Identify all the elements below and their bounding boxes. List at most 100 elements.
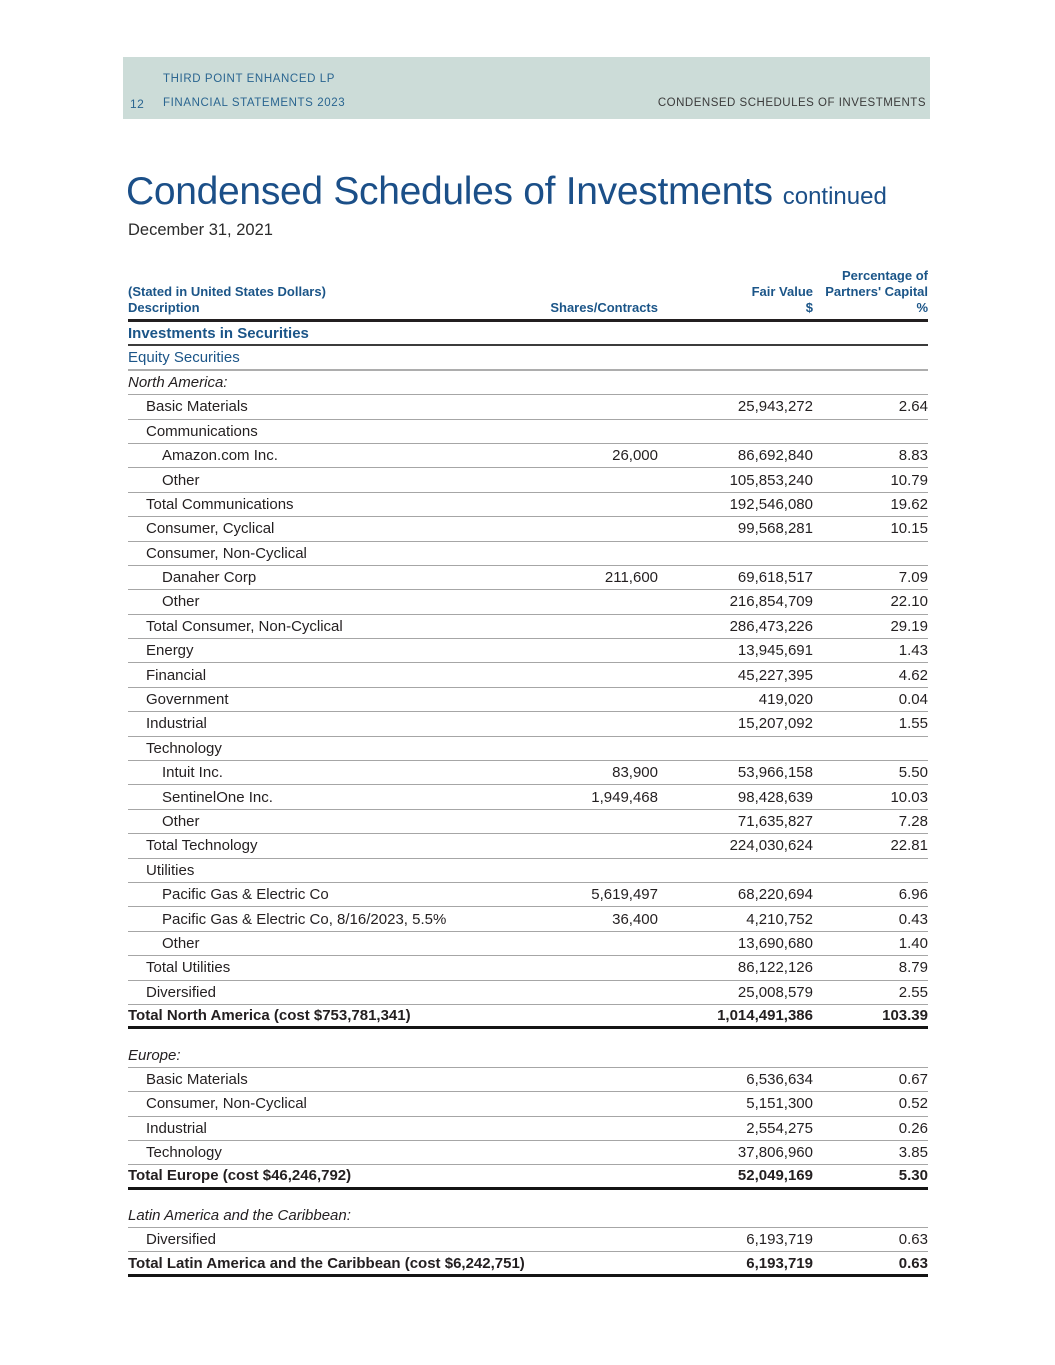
row-label: Total Consumer, Non-Cyclical (146, 617, 343, 635)
row-shares-value: 1,949,468 (591, 788, 658, 806)
row-label: Basic Materials (146, 1070, 248, 1088)
row-fair-value: 13,945,691 (737, 642, 813, 660)
row-fair-value: 5,151,300 (746, 1095, 813, 1113)
row-fair-value: 25,008,579 (737, 983, 813, 1001)
row-percent-value: 10.79 (890, 471, 928, 489)
row-fair-value: 52,049,169 (737, 1167, 813, 1185)
row-fair-value: 216,854,709 (729, 593, 813, 611)
row-percent-value: 6.96 (898, 886, 928, 904)
row-fair-value: 68,220,694 (737, 886, 813, 904)
row-shares-value: 5,619,497 (591, 886, 658, 904)
row-fair-value: 69,618,517 (737, 569, 813, 587)
table-row: Investments in Securities (128, 322, 928, 347)
page-title-suffix: continued (782, 183, 887, 210)
row-percent-value: 0.43 (898, 910, 928, 928)
description-label: Description (128, 300, 200, 315)
table-row: Other 13,690,680 1.40 (128, 932, 928, 957)
table-row: Other 216,854,709 22.10 (128, 590, 928, 615)
brand-line-entity: THIRD POINT ENHANCED LP (163, 73, 336, 85)
row-label: Communications (146, 422, 258, 440)
page-title: Condensed Schedules of Investments (126, 170, 773, 213)
row-fair-value: 6,536,634 (746, 1070, 813, 1088)
table-row: Total Technology 224,030,624 22.81 (128, 834, 928, 859)
row-fair-value: 13,690,680 (737, 934, 813, 952)
row-label: Europe: (128, 1046, 181, 1064)
row-percent-value: 8.83 (898, 447, 928, 465)
row-percent-value: 22.81 (890, 837, 928, 855)
table-row: Pacific Gas & Electric Co, 8/16/2023, 5.… (128, 907, 928, 932)
page-date: December 31, 2021 (128, 221, 273, 239)
row-label: Total Communications (146, 495, 294, 513)
row-label: Technology (146, 1144, 222, 1162)
table-row: Pacific Gas & Electric Co 5,619,497 68,220… (128, 883, 928, 908)
row-fair-value: 86,692,840 (737, 447, 813, 465)
row-fair-value: 419,020 (758, 691, 813, 709)
row-fair-value: 224,030,624 (729, 837, 813, 855)
row-label: Other (162, 593, 200, 611)
row-percent-value: 7.28 (898, 813, 928, 830)
table-row: Other 105,853,240 10.79 (128, 468, 928, 493)
row-fair-value: 192,546,080 (729, 495, 813, 513)
stated-in-usd-label: (Stated in United States Dollars) (128, 284, 326, 299)
table-row: Danaher Corp 211,600 69,618,517 7.09 (128, 566, 928, 591)
table-row: Communications (128, 420, 928, 444)
row-label: Total Europe (cost $46,246,792) (128, 1167, 352, 1185)
table-body: Investments in Securities Equity Securiti… (128, 322, 928, 1277)
row-label: Other (162, 813, 200, 830)
row-label: Government (146, 691, 229, 709)
row-label: Energy (146, 642, 194, 660)
row-fair-value: 6,193,719 (746, 1254, 813, 1272)
row-fair-value: 4,210,752 (746, 910, 813, 928)
table-row: SentinelOne Inc. 1,949,468 98,428,639 10.03 (128, 785, 928, 810)
page-number: 12 (130, 97, 145, 111)
row-fair-value: 105,853,240 (729, 471, 813, 489)
table-row: Total Consumer, Non-Cyclical 286,473,226 2… (128, 615, 928, 640)
table-row: Amazon.com Inc. 26,000 86,692,840 8.83 (128, 444, 928, 469)
table-row: Equity Securities (128, 346, 928, 371)
table-row: Europe: (128, 1043, 928, 1068)
row-label: SentinelOne Inc. (162, 788, 273, 806)
row-fair-value: 86,122,126 (737, 959, 813, 977)
row-fair-value: 1,014,491,386 (717, 1007, 813, 1025)
row-percent-value: 0.63 (898, 1231, 928, 1249)
row-label: Basic Materials (146, 398, 248, 416)
row-percent-value: 1.40 (898, 934, 928, 952)
table-row: Financial 45,227,395 4.62 (128, 663, 928, 688)
row-label: Danaher Corp (162, 569, 257, 587)
table-row: Consumer, Non-Cyclical 5,151,300 0.52 (128, 1092, 928, 1117)
row-label: Technology (146, 739, 222, 757)
row-percent-value: 0.52 (898, 1095, 928, 1113)
col-header-description: (Stated in United States Dollars) Descri… (128, 284, 528, 316)
table-row: Total Utilities 86,122,126 8.79 (128, 956, 928, 981)
row-label: Consumer, Non-Cyclical (146, 1095, 307, 1113)
row-label: Diversified (146, 983, 217, 1001)
row-fair-value: 98,428,639 (737, 788, 813, 806)
row-percent-value: 22.10 (890, 593, 928, 611)
col-header-percentage-partners-capital: Percentage of Partners' Capital % (825, 268, 928, 315)
spacer-row (128, 1029, 928, 1043)
brand-line-report: FINANCIAL STATEMENTS 2023 (163, 97, 346, 109)
row-label: Intuit Inc. (162, 764, 223, 782)
row-percent-value: 29.19 (890, 617, 928, 635)
table-row: Diversified 25,008,579 2.55 (128, 981, 928, 1005)
spacer-row (128, 1190, 928, 1204)
table-row: Consumer, Cyclical 99,568,281 10.15 (128, 517, 928, 542)
table-row: Total Europe (cost $46,246,792) 52,049,16… (128, 1165, 928, 1190)
table-row: Industrial 2,554,275 0.26 (128, 1117, 928, 1141)
table-row: Government 419,020 0.04 (128, 688, 928, 713)
table-row: Basic Materials 6,536,634 0.67 (128, 1068, 928, 1093)
row-fair-value: 6,193,719 (746, 1231, 813, 1249)
row-fair-value: 25,943,272 (737, 398, 813, 416)
row-label: Pacific Gas & Electric Co, 8/16/2023, 5.… (162, 910, 447, 928)
row-percent-value: 5.50 (898, 764, 928, 782)
table-row: Industrial 15,207,092 1.55 (128, 712, 928, 737)
row-fair-value: 15,207,092 (737, 715, 813, 733)
table-header: (Stated in United States Dollars) Descri… (128, 268, 928, 322)
table-row: Consumer, Non-Cyclical (128, 542, 928, 566)
row-fair-value: 99,568,281 (737, 520, 813, 538)
row-label: Consumer, Cyclical (146, 520, 275, 538)
row-percent-value: 19.62 (890, 495, 928, 513)
row-percent-value: 0.67 (898, 1070, 928, 1088)
row-percent-value: 0.63 (898, 1254, 928, 1272)
row-percent-value: 0.26 (898, 1119, 928, 1137)
